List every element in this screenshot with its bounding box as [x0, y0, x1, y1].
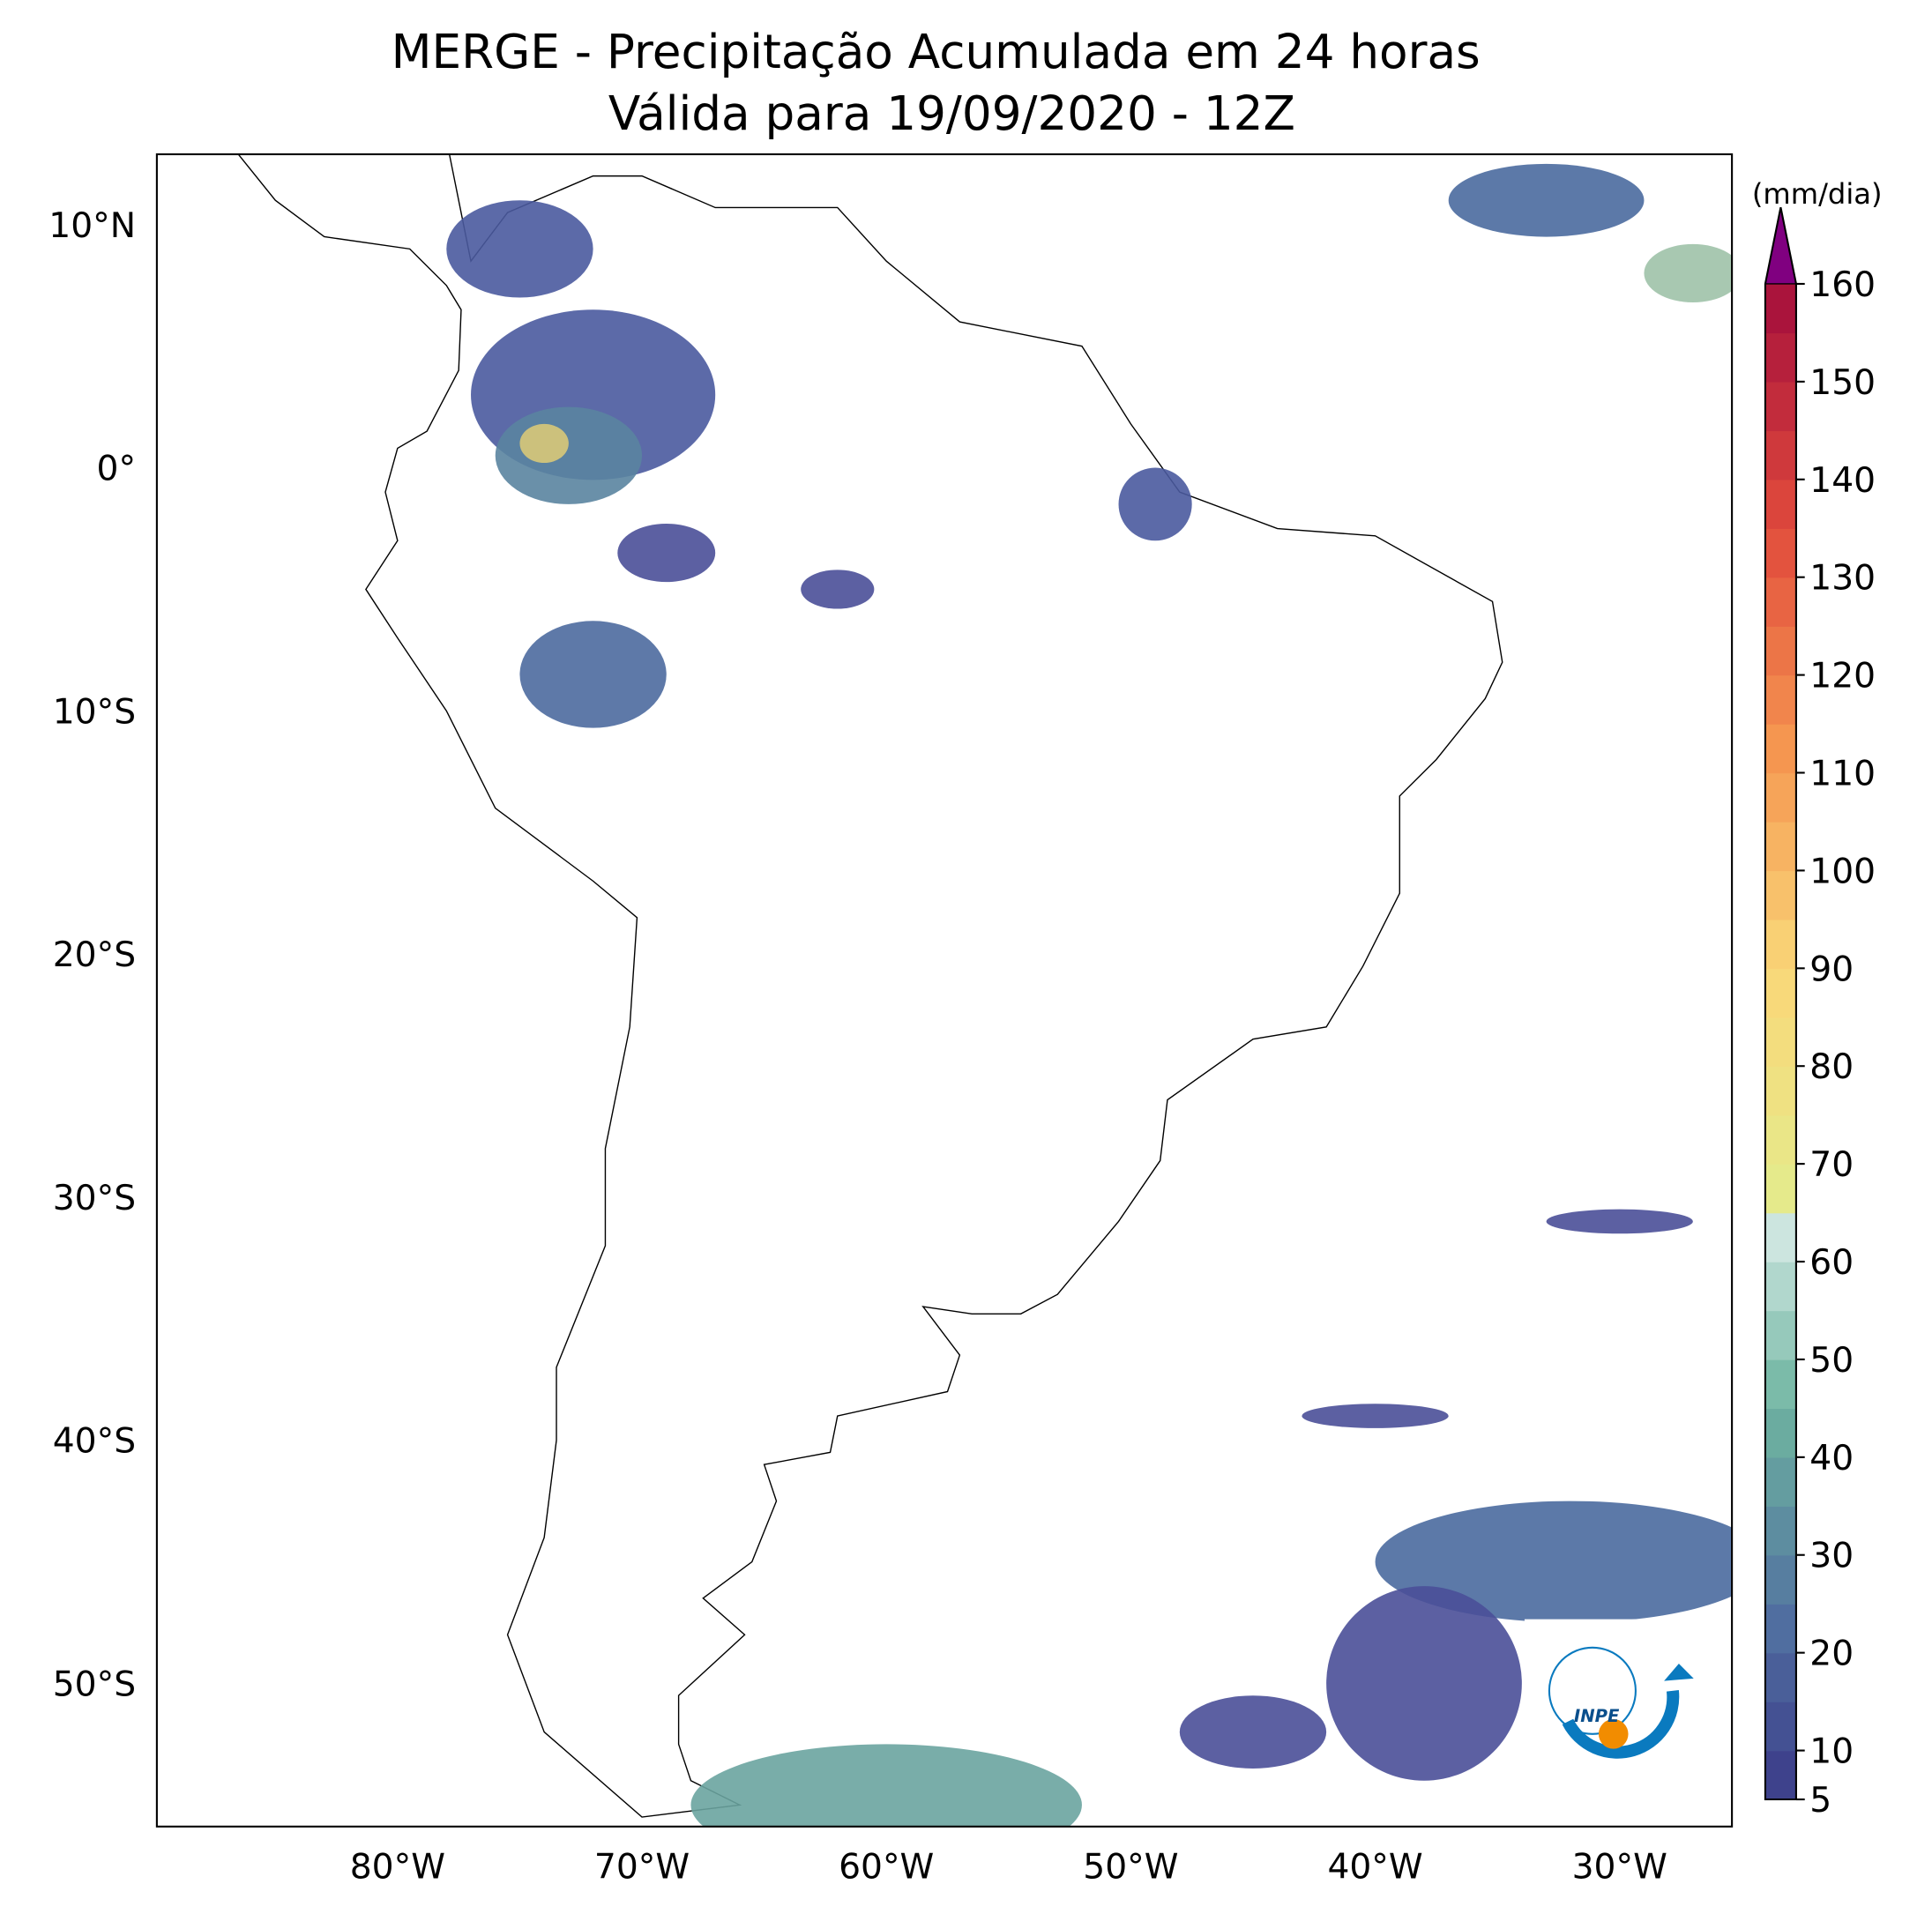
precip-area: [1546, 1209, 1693, 1234]
lon-label: 70°W: [594, 1848, 690, 1888]
colorbar-tick-label: 160: [1809, 265, 1876, 305]
colorbar-tick-label: 10: [1809, 1732, 1854, 1772]
colorbar-segment: [1764, 528, 1796, 578]
colorbar-segment: [1764, 577, 1796, 627]
lon-label: 50°W: [1083, 1848, 1178, 1888]
colorbar-segment: [1764, 1408, 1796, 1458]
colorbar-segment: [1764, 1702, 1796, 1752]
colorbar-segment: [1764, 968, 1796, 1018]
colorbar-segment: [1764, 1017, 1796, 1067]
precip-area: [1644, 243, 1733, 303]
colorbar-tick-label: 150: [1809, 363, 1876, 403]
colorbar-segment: [1764, 1212, 1796, 1262]
colorbar-segment: [1764, 1750, 1796, 1800]
colorbar-segment: [1764, 1359, 1796, 1410]
colorbar-segment: [1764, 674, 1796, 725]
precip-area: [690, 1744, 1082, 1827]
colorbar-tick-label: 30: [1809, 1537, 1854, 1576]
colorbar-extension: [1764, 207, 1797, 285]
colorbar-segment: [1764, 772, 1796, 823]
precip-area: [801, 570, 875, 609]
lat-label: 30°S: [53, 1179, 136, 1218]
colorbar-tick-label: 40: [1809, 1439, 1854, 1478]
colorbar-segment: [1764, 1066, 1796, 1116]
colorbar-segment: [1764, 1456, 1796, 1507]
colorbar-tick-label: 110: [1809, 754, 1876, 793]
precip-area: [1118, 467, 1192, 541]
colorbar-tick-label: 80: [1809, 1047, 1854, 1087]
colorbar-tick-label: 60: [1809, 1243, 1854, 1283]
colorbar-tick-label: 70: [1809, 1145, 1854, 1185]
colorbar-tick-label: 140: [1809, 461, 1876, 501]
colorbar-segment: [1764, 1262, 1796, 1312]
coastline: [237, 153, 1503, 1818]
colorbar-segment: [1764, 1554, 1796, 1605]
precip-area: [1179, 1695, 1327, 1769]
precip-area: [495, 406, 643, 504]
colorbar-segment: [1764, 332, 1796, 383]
logo-text: INPE: [1574, 1706, 1620, 1726]
precip-area: [519, 621, 667, 728]
colorbar-segment: [1764, 1164, 1796, 1214]
precip-area: [617, 523, 716, 583]
colorbar-segment: [1764, 821, 1796, 872]
colorbar-segment: [1764, 479, 1796, 529]
precip-area: [446, 200, 593, 298]
colorbar-segment: [1764, 381, 1796, 432]
colorbar-tick-label: 100: [1809, 852, 1876, 891]
colorbar-segment: [1764, 1506, 1796, 1556]
title: MERGE - Precipitação Acumulada em 24 hor…: [392, 25, 1481, 79]
precip-area: [1448, 163, 1645, 237]
colorbar-segment: [1764, 430, 1796, 480]
lat-label: 20°S: [53, 935, 136, 975]
colorbar-segment: [1764, 870, 1796, 920]
lat-label: 10°N: [48, 206, 136, 246]
map-area: [237, 153, 1733, 1827]
colorbar-segment: [1764, 1604, 1796, 1654]
lon-label: 40°W: [1327, 1848, 1422, 1888]
colorbar-segment: [1764, 1310, 1796, 1360]
precip-area: [1302, 1404, 1449, 1428]
colorbar-segment: [1764, 919, 1796, 970]
colorbar-tick-label: 120: [1809, 657, 1876, 696]
map-frame: [155, 153, 1734, 1828]
lon-label: 30°W: [1572, 1848, 1667, 1888]
lat-label: 10°S: [53, 692, 136, 732]
colorbar-label: (mm/dia): [1752, 177, 1883, 211]
lon-label: 80°W: [350, 1848, 445, 1888]
precip-area: [519, 423, 569, 464]
colorbar-segment: [1764, 1114, 1796, 1165]
lat-label: 40°S: [53, 1422, 136, 1462]
colorbar-outline: [1764, 206, 1797, 1801]
subtitle: Válida para 19/09/2020 - 12Z: [608, 86, 1295, 141]
lat-label: 0°: [97, 450, 137, 489]
precip-area: [1326, 1586, 1522, 1781]
colorbar-segment: [1764, 724, 1796, 774]
colorbar-tick-label: 5: [1809, 1781, 1831, 1821]
lat-label: 50°S: [53, 1665, 136, 1704]
colorbar-tick-label: 90: [1809, 950, 1854, 989]
colorbar: 5 10 20 30 40 50 60 70 80 90 100 110 120 130 140 150 160: [1764, 206, 1876, 1821]
logo: INPE: [1524, 1619, 1714, 1784]
colorbar-tick-label: 130: [1809, 559, 1876, 599]
lon-label: 60°W: [839, 1848, 934, 1888]
colorbar-segment: [1764, 283, 1796, 334]
colorbar-tick-label: 20: [1809, 1635, 1854, 1674]
colorbar-segment: [1764, 1652, 1796, 1702]
colorbar-tick-label: 50: [1809, 1341, 1854, 1381]
colorbar-segment: [1764, 626, 1796, 676]
precip-area: [1375, 1501, 1733, 1623]
